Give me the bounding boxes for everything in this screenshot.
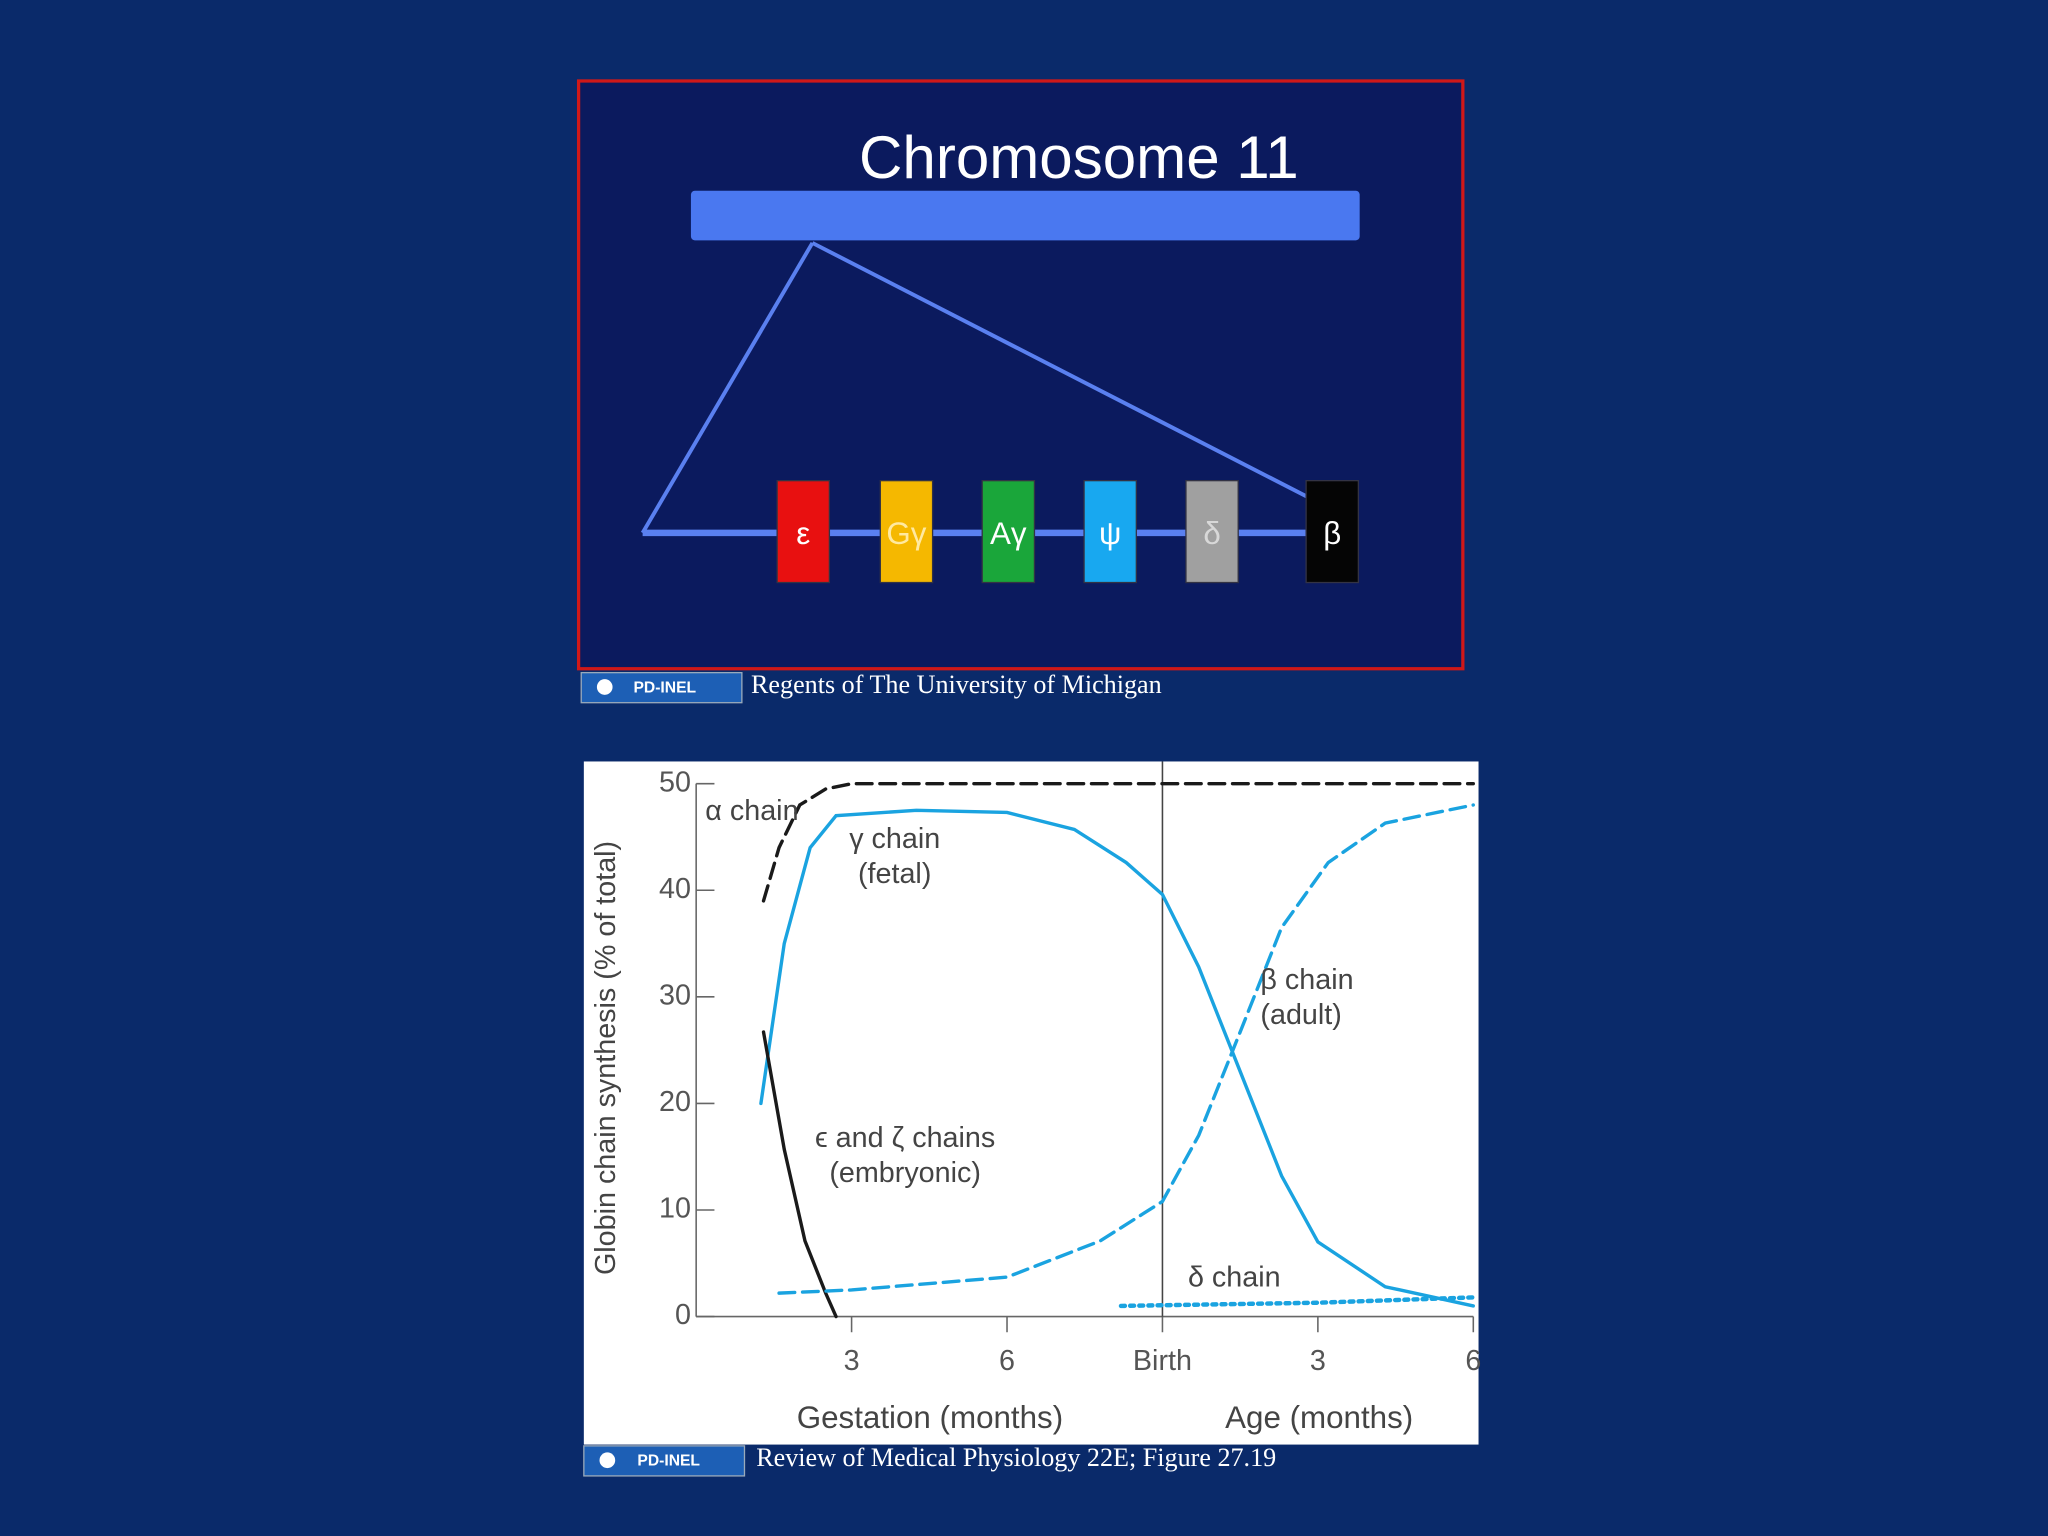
x-axis-title: Age (months) xyxy=(1225,1400,1413,1435)
badge-icon xyxy=(599,1452,616,1469)
y-tick-label: 0 xyxy=(675,1299,691,1331)
x-tick-label: 3 xyxy=(1310,1345,1326,1377)
series-label-line: γ chain xyxy=(849,822,940,854)
y-tick-label: 10 xyxy=(659,1193,691,1225)
chart: 0 10 20 30 40 50 3 6 Birth 3 6 Gestation (months) Ag… xyxy=(590,761,1481,1435)
gene-box xyxy=(1083,480,1137,584)
y-tick-label: 20 xyxy=(659,1086,691,1118)
gene-label: β xyxy=(1323,516,1341,551)
series-label-line: (embryonic) xyxy=(829,1157,981,1189)
series-label-line: (fetal) xyxy=(858,858,931,890)
gene-box xyxy=(776,480,831,584)
chromosome-bar xyxy=(690,190,1360,241)
gene-box xyxy=(1185,480,1239,584)
series-label: ϵ and ζ chains (embryonic) xyxy=(815,1122,995,1189)
credit: PD-INEL Regents of The University of Mic… xyxy=(580,670,1162,704)
series-label-line: ϵ and ζ chains xyxy=(815,1122,995,1154)
x-tick-label: Birth xyxy=(1133,1345,1192,1377)
diagram-title: Chromosome 11 xyxy=(859,124,1299,191)
badge-text: PD-INEL xyxy=(637,1453,700,1470)
credit-text: Review of Medical Physiology 22E; Figure… xyxy=(756,1443,1276,1472)
credit: PD-INEL Review of Medical Physiology 22E… xyxy=(583,1443,1276,1477)
series-label: δ chain xyxy=(1188,1261,1281,1293)
series-line xyxy=(761,1030,838,1319)
badge-text: PD-INEL xyxy=(633,679,696,696)
y-tick-label: 30 xyxy=(659,979,691,1011)
series-label: γ chain (fetal) xyxy=(849,822,940,889)
zoom-line xyxy=(640,241,815,534)
x-tick-label: 6 xyxy=(1465,1345,1481,1377)
gene-cluster: ε Gγ Aγ ψ δ β xyxy=(776,480,1360,584)
gene-label: δ xyxy=(1203,516,1220,551)
x-axis-title: Gestation (months) xyxy=(797,1400,1063,1435)
gene-box xyxy=(1305,480,1360,584)
gene-label: Gγ xyxy=(886,516,926,551)
gene-label: ε xyxy=(796,516,810,551)
x-tick-label: 6 xyxy=(999,1345,1015,1377)
chart-background xyxy=(583,761,1479,1445)
badge-icon xyxy=(596,679,613,695)
series-line xyxy=(1118,1295,1476,1309)
gene-label: ψ xyxy=(1099,516,1121,551)
gene-box xyxy=(879,480,934,584)
series-label: α chain xyxy=(705,795,798,827)
x-tick-label: 3 xyxy=(844,1345,860,1377)
series-line xyxy=(777,803,1476,1295)
y-tick-label: 50 xyxy=(659,766,691,798)
y-axis-title: Globin chain synthesis (% of total) xyxy=(590,841,622,1275)
series-line xyxy=(759,808,1476,1308)
zoom-line xyxy=(811,241,1321,505)
y-tick-label: 40 xyxy=(659,873,691,905)
gene-box xyxy=(981,480,1036,584)
gene-label: Aγ xyxy=(990,516,1027,551)
series-label-line: β chain xyxy=(1260,963,1353,995)
series-label: β chain (adult) xyxy=(1260,963,1353,1030)
credit-text: Regents of The University of Michigan xyxy=(751,670,1162,699)
series-line xyxy=(761,781,1476,903)
series-label-line: (adult) xyxy=(1260,999,1341,1031)
